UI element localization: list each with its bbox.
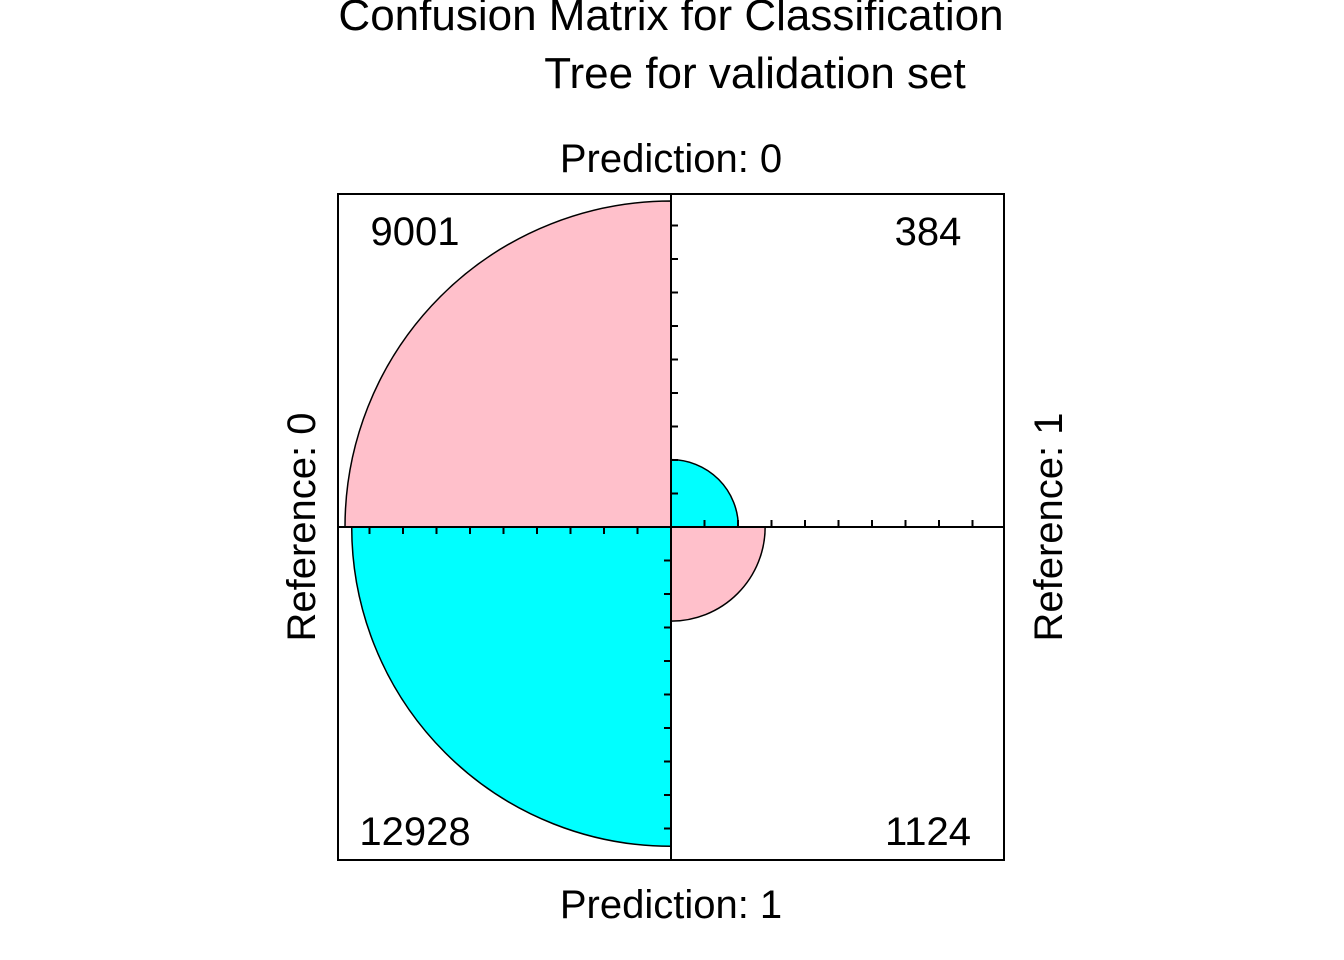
right-label: Reference: 1 bbox=[1027, 412, 1071, 641]
sector-bottom-right bbox=[670, 526, 766, 622]
axis-ticks-group bbox=[368, 224, 974, 830]
count-top-left: 9001 bbox=[371, 210, 460, 254]
chart-title-line-2: Tree for validation set bbox=[544, 49, 965, 98]
count-top-right: 384 bbox=[895, 210, 962, 254]
count-bottom-right: 1124 bbox=[885, 810, 971, 854]
sector-top-right bbox=[670, 458, 740, 528]
sectors-group bbox=[344, 200, 766, 848]
bottom-label: Prediction: 1 bbox=[560, 883, 782, 927]
count-bottom-left: 12928 bbox=[359, 810, 470, 854]
sector-bottom-left bbox=[350, 526, 672, 848]
sector-top-left bbox=[344, 200, 672, 528]
chart-title-line-1: Confusion Matrix for Classification bbox=[338, 0, 1003, 40]
top-label: Prediction: 0 bbox=[560, 137, 782, 181]
left-label: Reference: 0 bbox=[280, 412, 324, 641]
